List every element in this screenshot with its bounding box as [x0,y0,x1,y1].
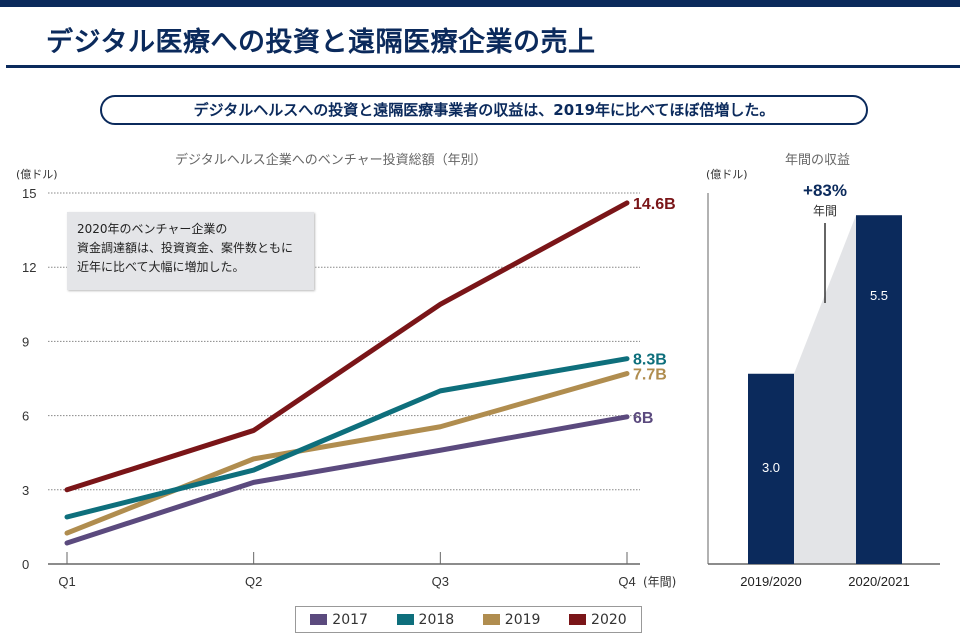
y-tick-label: 15 [22,186,36,201]
series-line-2019 [64,371,630,536]
series-line-2018 [64,356,630,520]
series-line-2020 [64,200,630,493]
growth-period: 年間 [813,204,837,218]
y-tick-label: 12 [22,260,36,275]
legend: 2017 2018 2019 2020 [295,606,642,633]
legend-swatch [569,614,587,625]
page-title: デジタル医療への投資と遠隔医療企業の売上 [46,27,596,58]
y-tick-label: 6 [22,409,29,424]
bar-category-label: 2019/2020 [740,574,801,589]
x-tick-label: Q2 [245,574,262,589]
x-tick-label: Q3 [432,574,449,589]
legend-item-2018: 2018 [396,611,455,628]
end-label-2017: 6B [633,410,653,427]
x-tick-label: Q1 [58,574,75,589]
line-chart-title: デジタルヘルス企業へのベンチャー投資総額（年別） [175,153,487,168]
legend-swatch [396,614,414,625]
x-tick-label: Q4 [618,574,635,589]
legend-swatch [482,614,500,625]
end-label-2018: 8.3B [633,352,667,369]
legend-label: 2019 [504,611,541,628]
bar-2020/2021 [856,215,902,564]
growth-percent: +83% [803,181,847,200]
legend-item-2020: 2020 [569,612,627,628]
bar-value-label: 5.5 [870,288,888,303]
bar-chart-title: 年間の収益 [785,153,851,168]
annotation-note: 2020年のベンチャー企業の 資金調達額は、投資資金、案件数ともに 近年に比べて… [67,212,314,290]
summary-banner: デジタルヘルスへの投資と遠隔医療事業者の収益は、2019年に比べてほぼ倍増した。 [100,95,868,125]
title-divider [6,65,960,68]
legend-item-2017: 2017 [310,612,368,628]
end-label-2019: 7.7B [633,367,667,384]
note-line: 2020年のベンチャー企業の [77,222,228,236]
bar-value-label: 3.0 [762,460,780,475]
line-chart-unit: (億ドル) [16,168,58,181]
x-axis-unit: (年間) [643,575,676,589]
legend-label: 2020 [591,611,627,628]
note-line: 近年に比べて大幅に増加した。 [77,260,245,274]
y-tick-label: 3 [22,483,29,498]
series-line-2017 [64,414,630,546]
legend-item-2019: 2019 [482,611,541,628]
legend-label: 2017 [332,611,368,628]
end-label-2020: 14.6B [633,196,676,213]
y-tick-label: 9 [22,334,29,349]
growth-band [794,215,856,564]
bar-2019/2020 [748,373,794,564]
legend-label: 2018 [418,611,455,628]
y-tick-label: 0 [22,557,29,572]
note-line: 資金調達額は、投資資金、案件数ともに [77,241,294,255]
top-bar [0,0,960,7]
bar-chart-unit: (億ドル) [706,168,748,181]
bar-category-label: 2020/2021 [848,574,909,589]
legend-swatch [310,614,328,625]
